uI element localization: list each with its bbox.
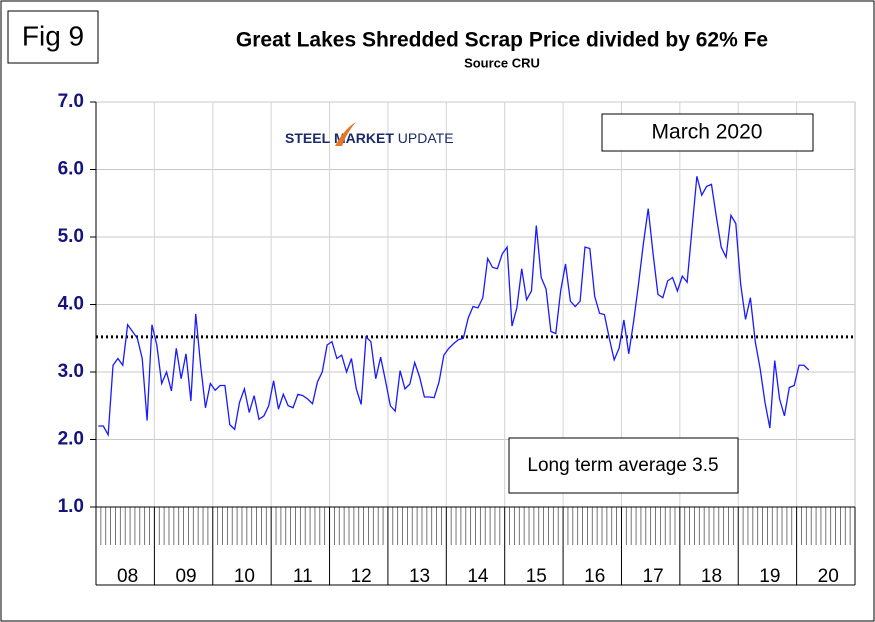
y-tick-label: 5.0: [58, 226, 84, 247]
x-tick-label: 12: [351, 566, 372, 587]
y-tick-label: 7.0: [58, 91, 84, 112]
average-label: Long term average 3.5: [527, 455, 718, 476]
x-tick-label: 16: [584, 566, 605, 587]
date-note: March 2020: [652, 121, 763, 144]
figure-label: Fig 9: [22, 20, 84, 51]
logo-swoosh: [335, 122, 356, 146]
y-tick-label: 4.0: [58, 294, 84, 315]
x-tick-label: 20: [818, 566, 839, 587]
y-tick-label: 6.0: [58, 159, 84, 180]
logo-word: MARKET: [334, 130, 394, 146]
data-line: [98, 176, 810, 438]
chart-subtitle: Source CRU: [464, 55, 540, 70]
figure-box: [7, 10, 99, 64]
x-tick-label: 08: [117, 566, 138, 587]
x-tick-label: 13: [409, 566, 430, 587]
note-box: [601, 113, 814, 152]
logo-word: STEEL: [285, 130, 331, 146]
y-tick-label: 2.0: [58, 429, 84, 450]
logo: STEEL MARKET UPDATE: [285, 130, 454, 146]
chart-title: Great Lakes Shredded Scrap Price divided…: [236, 29, 768, 52]
x-tick-label: 14: [467, 566, 489, 587]
x-tick-label: 18: [701, 566, 722, 587]
note-box: [508, 437, 739, 494]
x-tick-label: 17: [643, 566, 664, 587]
x-tick-label: 10: [234, 566, 255, 587]
x-tick-label: 11: [293, 566, 313, 587]
y-tick-label: 1.0: [58, 496, 84, 517]
x-tick-label: 15: [526, 566, 547, 587]
logo-word: UPDATE: [398, 130, 454, 146]
y-tick-label: 3.0: [58, 361, 84, 382]
x-tick-label: 19: [759, 566, 780, 587]
x-tick-label: 09: [175, 566, 196, 587]
